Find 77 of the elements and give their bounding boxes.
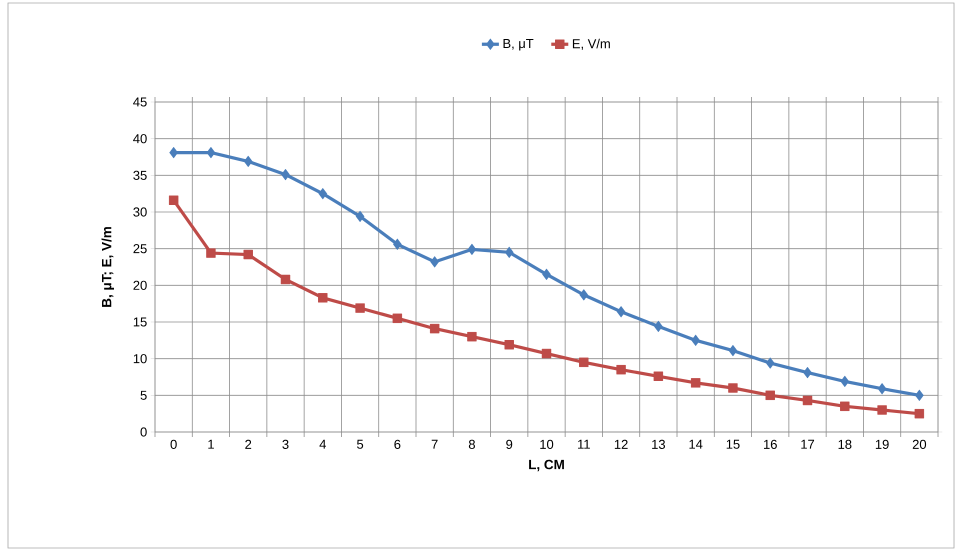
legend-label: E, V/m [572,38,610,50]
point [691,334,700,346]
point [616,364,626,374]
point [579,358,589,368]
x-tick-label: 17 [801,440,814,449]
x-tick-label: 6 [394,440,400,449]
point [803,366,812,378]
point [654,372,664,381]
point [802,396,812,406]
x-tick-label: 19 [876,440,889,449]
legend-label: B, μT [504,39,534,50]
y-tick-label: 0 [140,427,147,437]
y-tick-label: 30 [133,207,147,217]
x-tick-label: 15 [726,440,740,449]
point [243,250,253,260]
x-tick-label: 8 [468,440,475,449]
x-tick-label: 1 [208,440,214,449]
point [840,376,850,388]
y-tick-label: 40 [133,134,147,144]
point [840,402,850,412]
x-tick-label: 12 [614,440,628,449]
point [915,390,924,402]
y-tick-label: 5 [140,390,147,400]
x-tick-label: 2 [245,440,252,449]
point [616,306,626,318]
point [542,348,552,358]
point [355,303,365,313]
x-tick-label: 10 [540,440,554,449]
point [654,320,663,332]
x-tick-label: 13 [652,440,666,449]
x-tick-label: 11 [578,440,590,449]
y-tick-label: 10 [134,354,147,364]
point [244,156,253,168]
x-tick-label: 14 [689,440,702,449]
x-axis-title: L, CM [529,460,564,472]
point [728,383,738,393]
x-tick-label: 18 [838,440,852,449]
point [504,246,514,258]
point [765,390,775,400]
x-tick-label: 16 [764,440,777,449]
point [504,340,514,350]
point [281,168,290,180]
point [318,188,328,200]
point [168,196,178,205]
point [766,357,775,369]
y-tick-label: 45 [133,97,147,107]
point [468,244,476,256]
point [206,146,216,158]
point [393,238,402,250]
point [318,293,328,303]
point [392,314,402,324]
point [877,405,887,415]
x-tick-label: 5 [356,440,364,449]
point [542,268,551,280]
x-tick-label: 4 [319,440,326,449]
point [878,383,886,394]
point [467,332,477,342]
x-tick-label: 7 [432,440,438,449]
point [728,344,738,356]
point [169,146,178,158]
y-axis-title: B, μT; E, V/m [102,227,114,307]
x-tick-label: 0 [170,440,177,449]
y-tick-label: 35 [133,170,147,180]
y-tick-label: 25 [133,244,147,254]
point [430,324,440,334]
point [206,248,216,258]
x-tick-label: 9 [506,440,512,449]
point [356,210,364,222]
x-tick-label: 3 [282,440,289,449]
point [579,289,588,301]
point [690,378,700,388]
y-tick-label: 20 [133,280,147,290]
point [430,256,440,268]
point [914,408,924,418]
y-tick-label: 15 [134,317,147,327]
x-tick-label: 20 [912,440,926,449]
point [280,274,290,284]
